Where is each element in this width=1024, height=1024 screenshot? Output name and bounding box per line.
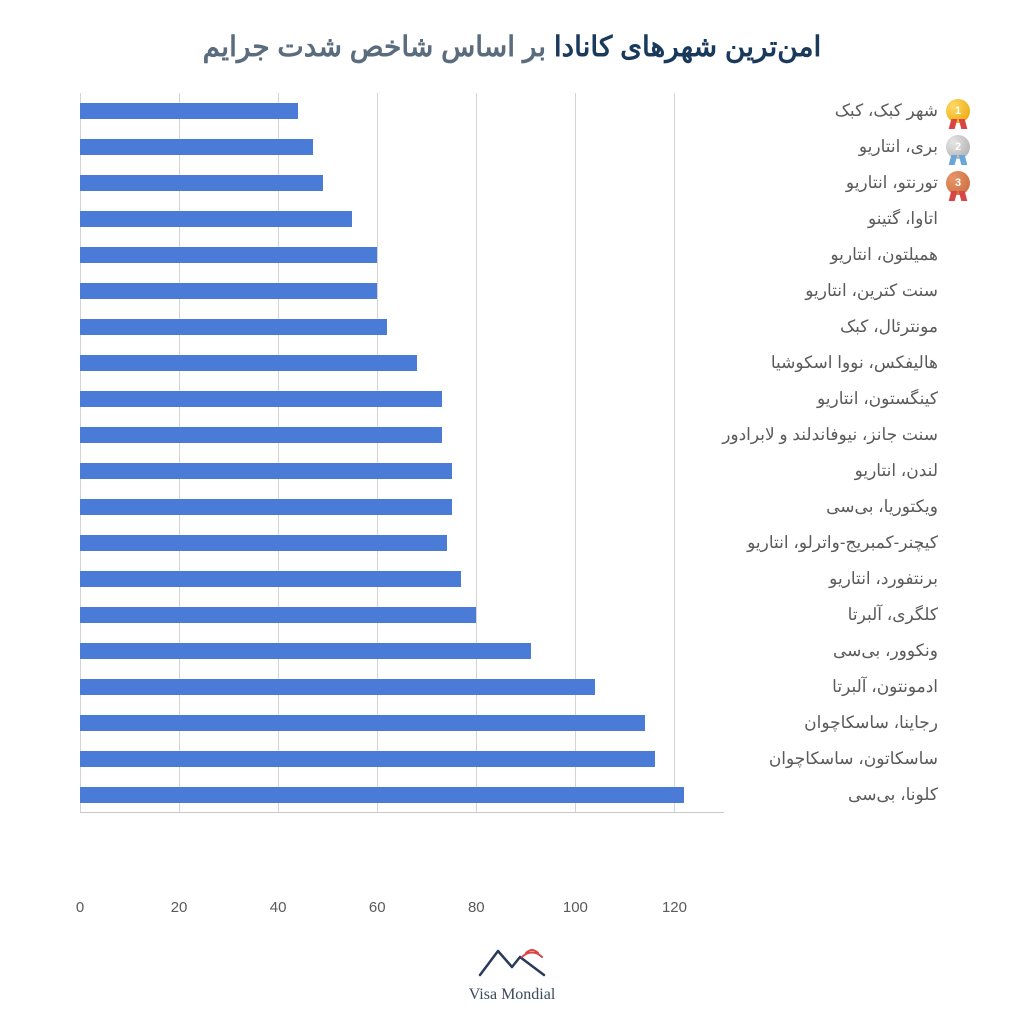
city-label: رجاینا، ساسکاچوان [734, 705, 938, 741]
city-label: لندن، انتاریو [734, 453, 938, 489]
city-label: سنت کترین، انتاریو [734, 273, 938, 309]
city-label: ونکوور، بی‌سی [734, 633, 938, 669]
x-tick-label: 0 [76, 899, 84, 916]
bar [80, 751, 655, 767]
logo-text: Visa Mondial [40, 986, 984, 1004]
chart-title: امن‌ترین شهرهای کانادا بر اساس شاخص شدت … [40, 30, 984, 63]
city-label: برنتفورد، انتاریو [734, 561, 938, 597]
chart-container: شهر کبک، کبک1بری، انتاریو2تورنتو، انتاری… [40, 93, 984, 933]
brand-logo: Visa Mondial [40, 933, 984, 1004]
gridline [377, 93, 378, 812]
bar [80, 139, 313, 155]
x-tick-label: 20 [171, 899, 188, 916]
city-label: همیلتون، انتاریو [734, 237, 938, 273]
city-label: شهر کبک، کبک [734, 93, 938, 129]
bar [80, 607, 476, 623]
city-label: هالیفکس، نووا اسکوشیا [734, 345, 938, 381]
bar [80, 571, 461, 587]
x-tick-label: 100 [563, 899, 588, 916]
city-label: مونترئال، کبک [734, 309, 938, 345]
gridline [476, 93, 477, 812]
bar [80, 499, 452, 515]
medal-icon: 1 [942, 93, 974, 129]
city-label: تورنتو، انتاریو [734, 165, 938, 201]
gridline [80, 93, 81, 812]
city-label: کلونا، بی‌سی [734, 777, 938, 813]
bar [80, 679, 595, 695]
bar [80, 211, 352, 227]
medal-icon: 3 [942, 165, 974, 201]
bar [80, 283, 377, 299]
y-axis-labels: شهر کبک، کبک1بری، انتاریو2تورنتو، انتاری… [734, 93, 984, 813]
x-tick-label: 60 [369, 899, 386, 916]
gridline [674, 93, 675, 812]
bar [80, 319, 387, 335]
city-label: سنت جانز، نیوفاندلند و لابرادور [734, 417, 938, 453]
city-label: کلگری، آلبرتا [734, 597, 938, 633]
bar [80, 175, 323, 191]
plot-area [80, 93, 724, 813]
city-label: کیچنر-کمبریج-واترلو، انتاریو [734, 525, 938, 561]
bar [80, 355, 417, 371]
bar [80, 715, 645, 731]
title-subtitle: بر اساس شاخص شدت جرایم [203, 31, 554, 62]
gridline [179, 93, 180, 812]
bar [80, 535, 447, 551]
city-label: ساسکاتون، ساسکاچوان [734, 741, 938, 777]
city-label: ادمونتون، آلبرتا [734, 669, 938, 705]
gridline [278, 93, 279, 812]
title-highlight: امن‌ترین شهرهای کانادا [554, 31, 821, 62]
bar [80, 103, 298, 119]
x-tick-label: 120 [662, 899, 687, 916]
bar [80, 787, 684, 803]
logo-mountain-icon [472, 943, 552, 979]
x-tick-label: 80 [468, 899, 485, 916]
city-label: کینگستون، انتاریو [734, 381, 938, 417]
x-axis: 020406080100120 [80, 899, 724, 923]
medal-icon: 2 [942, 129, 974, 165]
city-label: اتاوا، گتینو [734, 201, 938, 237]
bar [80, 391, 442, 407]
gridline [575, 93, 576, 812]
bar [80, 247, 377, 263]
x-tick-label: 40 [270, 899, 287, 916]
bar [80, 427, 442, 443]
bar [80, 463, 452, 479]
bar [80, 643, 531, 659]
city-label: بری، انتاریو [734, 129, 938, 165]
city-label: ویکتوریا، بی‌سی [734, 489, 938, 525]
